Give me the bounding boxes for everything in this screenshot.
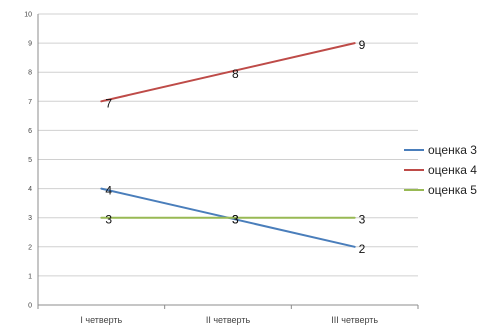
series-line-2: [100, 42, 356, 103]
data-label: 3: [105, 213, 112, 227]
y-tick-label: 3: [28, 215, 32, 222]
y-tick-label: 5: [28, 157, 32, 164]
y-tick-label: 1: [28, 273, 32, 280]
data-label: 3: [232, 213, 239, 227]
y-tick-label: 7: [28, 99, 32, 106]
data-label: 3: [359, 213, 366, 227]
x-tick-label: II четверть: [206, 315, 251, 325]
x-tick-label: III четверть: [331, 315, 378, 325]
y-tick-label: 8: [28, 70, 32, 77]
data-label: 8: [232, 67, 239, 81]
y-tick-label: 2: [28, 244, 32, 251]
data-label: 2: [359, 242, 366, 256]
legend-label: оценка 5: [428, 183, 477, 197]
y-tick-label: 4: [28, 186, 32, 193]
y-tick-label: 0: [28, 303, 32, 310]
data-label: 4: [105, 184, 112, 198]
x-axis: I четверть II четверть III четверть: [37, 305, 419, 325]
data-label: 3: [232, 213, 239, 227]
data-label: 7: [105, 96, 112, 110]
y-tick-label: 6: [28, 128, 32, 135]
y-axis: 0 1 2 3 4 5 6 7 8 9 10: [24, 12, 39, 310]
legend: оценка 3 оценка 4 оценка 5: [404, 143, 477, 197]
y-tick-label: 10: [24, 12, 32, 19]
series-lines: [100, 42, 356, 248]
y-tick-label: 9: [28, 41, 32, 48]
x-tick-label: I четверть: [80, 315, 122, 325]
legend-label: оценка 4: [428, 163, 477, 177]
gridlines: [38, 13, 418, 306]
legend-label: оценка 3: [428, 143, 477, 157]
data-label: 9: [359, 38, 366, 52]
